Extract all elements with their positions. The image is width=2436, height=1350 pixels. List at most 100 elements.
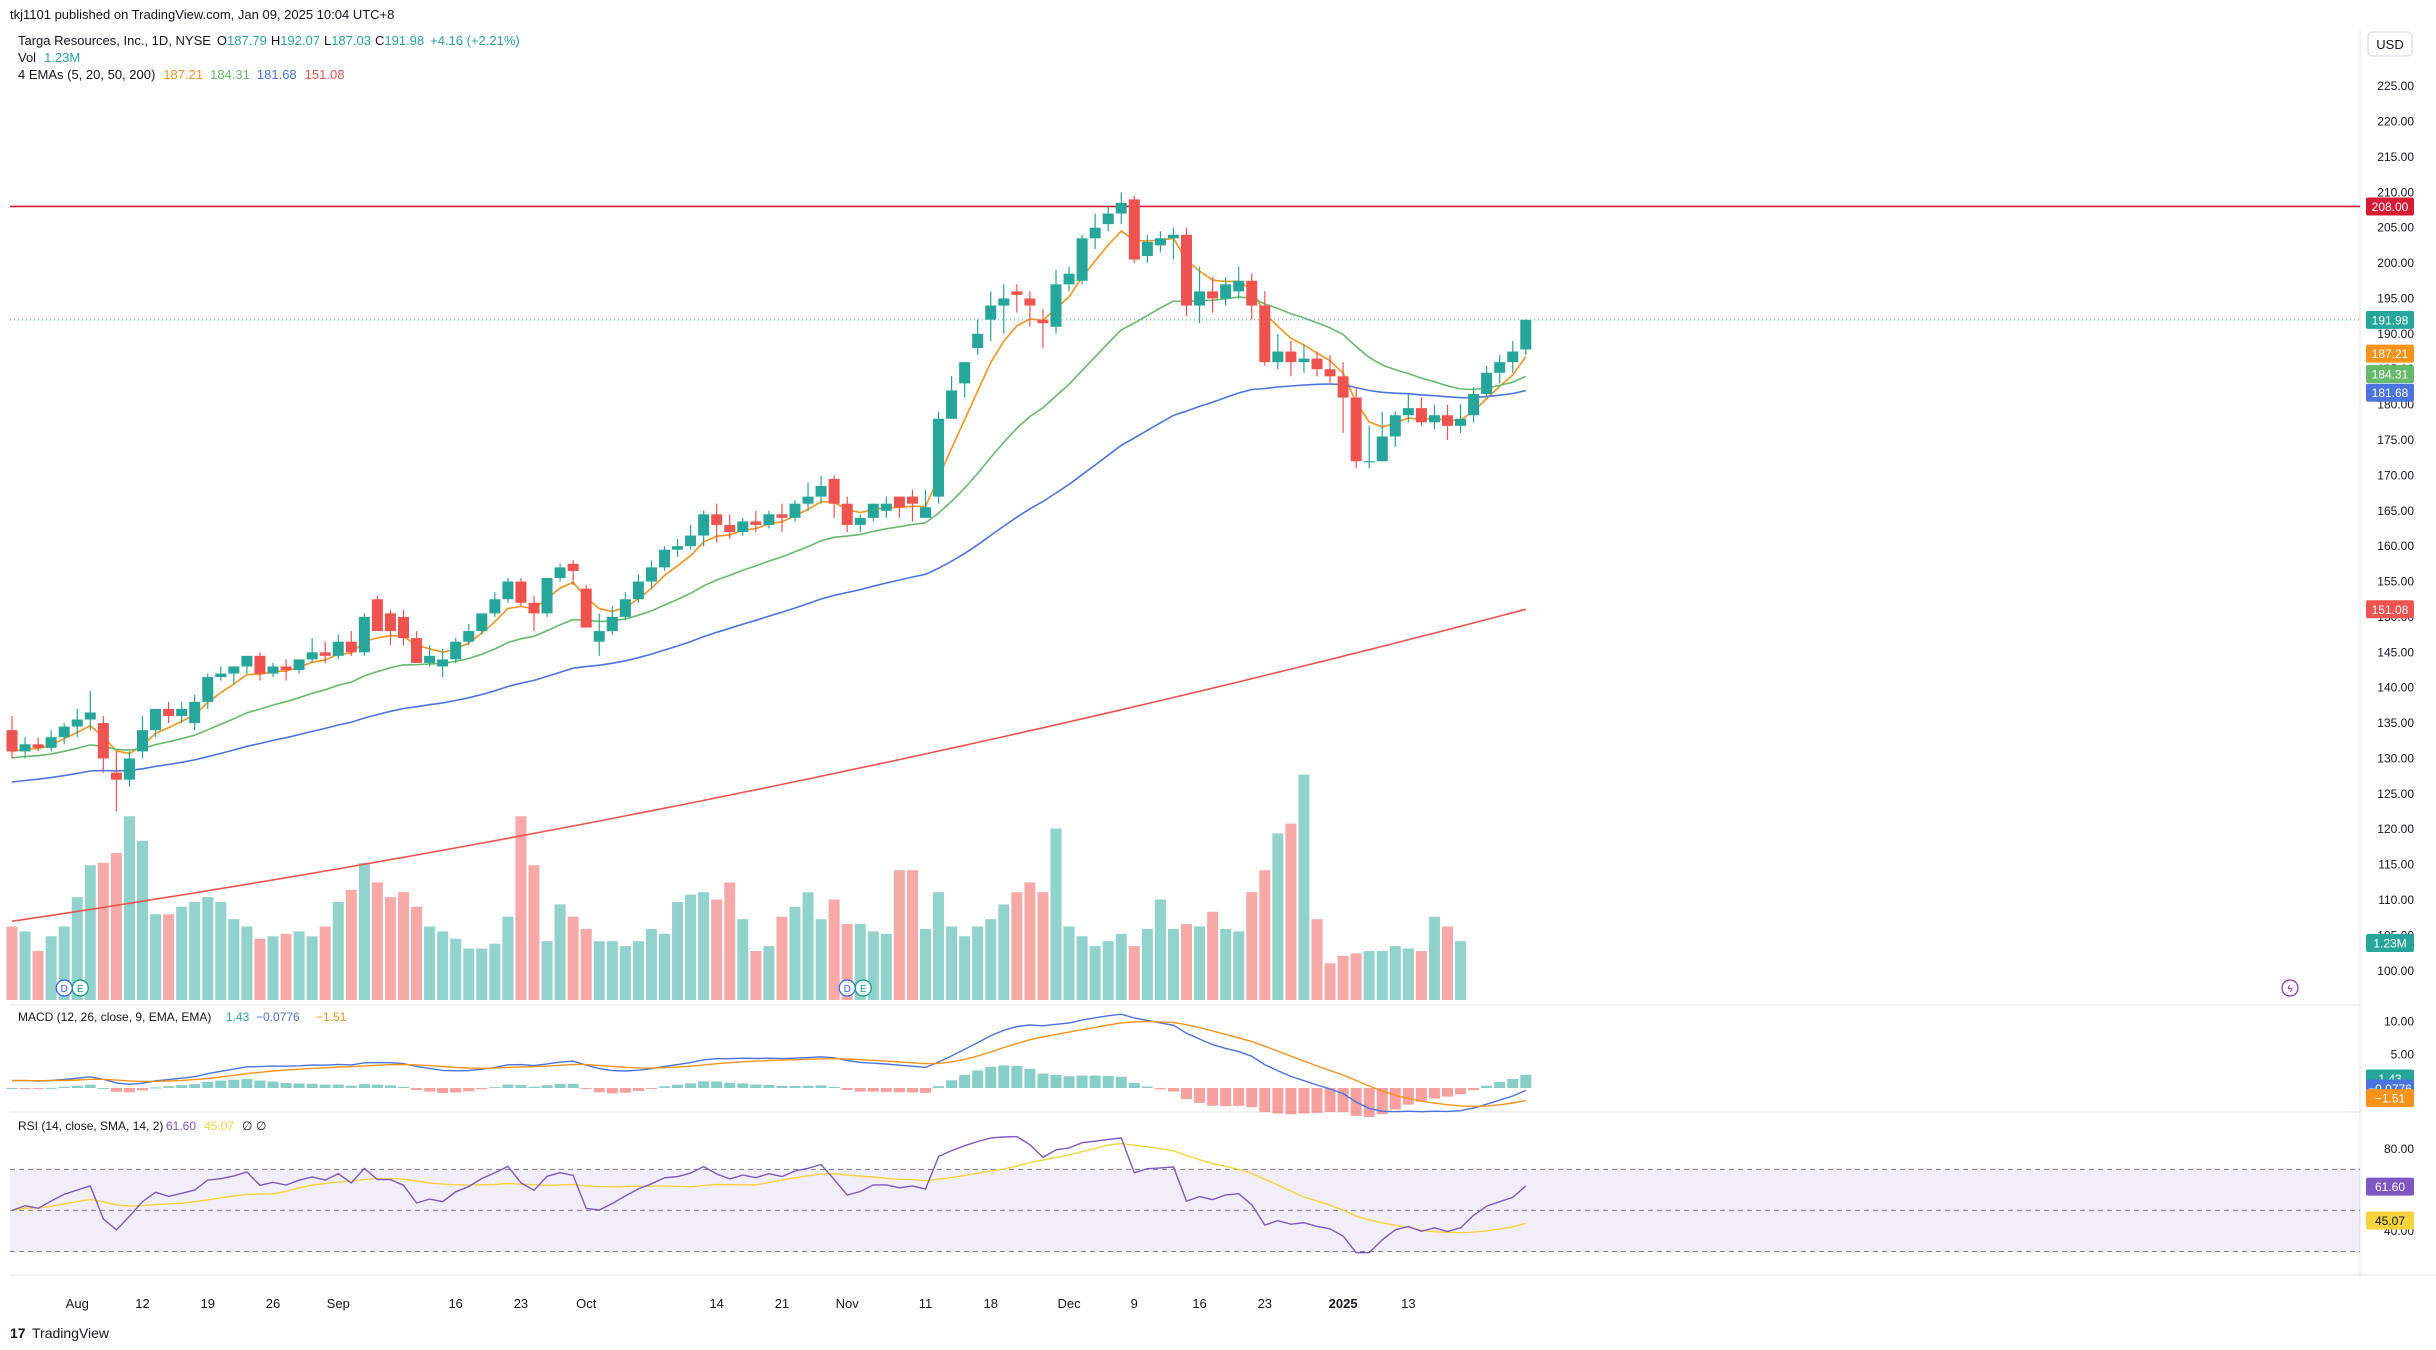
candle-body[interactable] — [58, 726, 70, 738]
candle-body[interactable] — [1507, 351, 1519, 363]
candle-body[interactable] — [1311, 358, 1323, 370]
candle-body[interactable] — [1520, 319, 1532, 350]
candle-body[interactable] — [1076, 238, 1088, 281]
candle-body[interactable] — [163, 708, 175, 716]
candle-body[interactable] — [711, 514, 723, 525]
rsi-pane[interactable]: RSI (14, close, SMA, 14, 2) 61.60 45.07 ∅ ∅8… — [10, 1119, 2414, 1254]
candle-body[interactable] — [84, 712, 96, 720]
candle-body[interactable] — [189, 701, 201, 724]
candle-body[interactable] — [1481, 372, 1493, 394]
candle-body[interactable] — [45, 737, 57, 748]
candle-body[interactable] — [202, 677, 214, 702]
candle-body[interactable] — [906, 496, 918, 504]
candle-body[interactable] — [1194, 291, 1206, 306]
candle-body[interactable] — [1350, 397, 1362, 462]
candle-body[interactable] — [1089, 227, 1101, 239]
candle-body[interactable] — [1011, 291, 1023, 295]
candle-body[interactable] — [97, 723, 109, 759]
event-marker-icon[interactable] — [71, 979, 89, 997]
candle-body[interactable] — [1428, 415, 1440, 423]
macd-pane[interactable]: MACD (12, 26, close, 9, EMA, EMA) 1.43 −0.… — [6, 1010, 2415, 1117]
candle-body[interactable] — [228, 666, 240, 674]
candle-body[interactable] — [1246, 280, 1258, 306]
candle-body[interactable] — [1324, 369, 1336, 377]
candle-body[interactable] — [306, 652, 318, 660]
candle-body[interactable] — [1389, 415, 1401, 437]
candle-body[interactable] — [1141, 241, 1153, 256]
candle-body[interactable] — [946, 390, 958, 419]
candle-body[interactable] — [776, 514, 788, 518]
currency-box[interactable] — [2367, 31, 2413, 57]
candle-body[interactable] — [1468, 394, 1480, 416]
candle-body[interactable] — [424, 655, 436, 663]
candle-body[interactable] — [332, 641, 344, 656]
candle-body[interactable] — [398, 616, 409, 639]
candle-body[interactable] — [606, 616, 618, 632]
candle-body[interactable] — [593, 631, 605, 642]
candle-body[interactable] — [724, 524, 736, 532]
candle-body[interactable] — [802, 496, 814, 504]
candle-body[interactable] — [450, 641, 462, 660]
candle-body[interactable] — [241, 655, 253, 667]
candle-body[interactable] — [489, 599, 501, 614]
candle-body[interactable] — [515, 581, 527, 603]
candle-body[interactable] — [32, 744, 44, 748]
candle-body[interactable] — [1167, 234, 1179, 239]
lightning-icon[interactable] — [2281, 979, 2299, 997]
candle-body[interactable] — [672, 546, 684, 550]
candle-body[interactable] — [659, 549, 670, 568]
candle-body[interactable] — [215, 673, 227, 678]
candle-body[interactable] — [1298, 358, 1310, 363]
candle-body[interactable] — [411, 638, 423, 663]
candle-body[interactable] — [437, 659, 449, 667]
candle-body[interactable] — [1102, 213, 1114, 225]
candle-body[interactable] — [619, 599, 631, 617]
candle-body[interactable] — [893, 496, 905, 508]
horizontal-line-208[interactable] — [10, 205, 2360, 321]
candle-body[interactable] — [1050, 284, 1062, 327]
candle-body[interactable] — [358, 616, 370, 653]
candle-body[interactable] — [1442, 415, 1453, 426]
candle-body[interactable] — [150, 708, 162, 731]
candle-body[interactable] — [1181, 234, 1192, 306]
candle-body[interactable] — [567, 563, 579, 571]
candle-body[interactable] — [137, 730, 148, 752]
candle-body[interactable] — [71, 719, 83, 727]
candle-body[interactable] — [463, 631, 475, 642]
candle-body[interactable] — [1337, 376, 1349, 398]
candle-body[interactable] — [319, 652, 331, 656]
candle-body[interactable] — [959, 362, 971, 384]
candle-body[interactable] — [972, 333, 984, 348]
candle-body[interactable] — [502, 581, 514, 600]
candle-body[interactable] — [750, 521, 762, 525]
candle-body[interactable] — [789, 503, 801, 518]
candle-body[interactable] — [933, 418, 945, 497]
candle-body[interactable] — [476, 613, 488, 632]
candle-body[interactable] — [880, 503, 892, 511]
candle-body[interactable] — [267, 666, 279, 674]
candle-body[interactable] — [371, 599, 383, 632]
candle-body[interactable] — [632, 581, 644, 600]
branding-text[interactable]: TradingView — [32, 1325, 110, 1341]
candle-body[interactable] — [998, 298, 1010, 306]
candle-body[interactable] — [1402, 408, 1414, 416]
candle-body[interactable] — [293, 659, 305, 670]
candle-body[interactable] — [580, 588, 592, 628]
candle-body[interactable] — [1207, 291, 1219, 299]
candle-body[interactable] — [1259, 305, 1271, 363]
candle-body[interactable] — [1415, 408, 1427, 423]
candle-body[interactable] — [698, 514, 710, 536]
candle-body[interactable] — [554, 567, 566, 578]
candle-body[interactable] — [854, 517, 866, 525]
event-marker-icon[interactable] — [854, 979, 872, 997]
candle-body[interactable] — [985, 305, 997, 320]
candle-body[interactable] — [1233, 280, 1245, 292]
candle-body[interactable] — [541, 578, 553, 614]
candle-body[interactable] — [763, 514, 775, 525]
candle-body[interactable] — [1220, 284, 1232, 299]
candle-body[interactable] — [123, 758, 135, 780]
candle-body[interactable] — [737, 521, 749, 532]
candle-body[interactable] — [110, 772, 122, 780]
candle-body[interactable] — [1494, 362, 1506, 373]
